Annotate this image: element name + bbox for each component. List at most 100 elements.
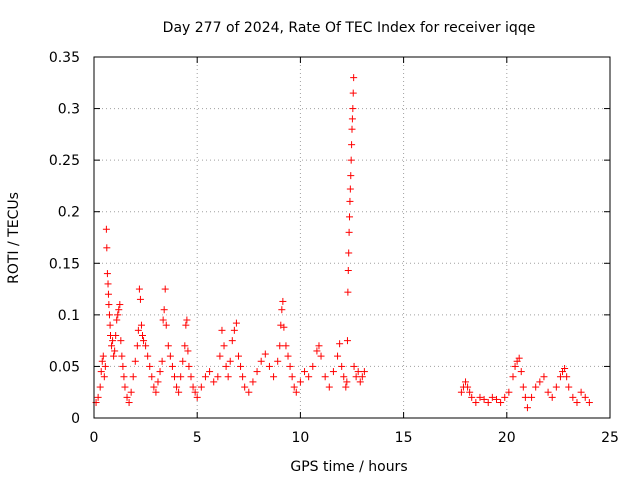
data-point bbox=[552, 383, 560, 391]
data-point bbox=[113, 316, 121, 324]
data-point bbox=[193, 393, 201, 401]
data-point bbox=[183, 316, 191, 324]
data-point bbox=[501, 393, 509, 401]
y-tick-label: 0.05 bbox=[49, 359, 80, 375]
data-point bbox=[472, 399, 480, 407]
data-point bbox=[309, 362, 317, 370]
data-point bbox=[117, 337, 125, 345]
data-point bbox=[345, 249, 353, 257]
x-tick-label: 0 bbox=[90, 430, 99, 446]
data-point bbox=[276, 342, 284, 350]
data-point bbox=[536, 378, 544, 386]
data-point bbox=[556, 373, 564, 381]
data-point bbox=[158, 357, 166, 365]
data-point bbox=[350, 74, 358, 82]
data-point bbox=[164, 342, 172, 350]
y-tick-label: 0.3 bbox=[58, 102, 80, 118]
y-axis-label: ROTI / TECUs bbox=[6, 192, 22, 284]
data-point bbox=[585, 399, 593, 407]
data-point bbox=[468, 393, 476, 401]
data-point bbox=[135, 285, 143, 293]
data-point bbox=[360, 368, 368, 376]
data-point bbox=[110, 352, 118, 360]
data-point bbox=[99, 352, 107, 360]
data-point bbox=[136, 295, 144, 303]
data-point bbox=[336, 340, 344, 348]
data-point bbox=[340, 373, 348, 381]
data-point bbox=[505, 388, 513, 396]
data-point bbox=[182, 321, 190, 329]
data-point bbox=[274, 357, 282, 365]
ticks-layer bbox=[93, 56, 611, 419]
data-point bbox=[161, 285, 169, 293]
data-point bbox=[561, 364, 569, 372]
data-point bbox=[358, 373, 366, 381]
data-point bbox=[175, 388, 183, 396]
data-point bbox=[344, 267, 352, 275]
data-point bbox=[232, 319, 240, 327]
data-point bbox=[347, 156, 355, 164]
data-point bbox=[185, 362, 193, 370]
data-point bbox=[290, 383, 298, 391]
data-point bbox=[184, 347, 192, 355]
data-point bbox=[286, 362, 294, 370]
data-point bbox=[115, 306, 123, 314]
data-point bbox=[334, 352, 342, 360]
data-point bbox=[111, 347, 119, 355]
data-point bbox=[239, 373, 247, 381]
chart-title: Day 277 of 2024, Rate Of TEC Index for r… bbox=[163, 20, 536, 36]
data-point bbox=[173, 383, 181, 391]
data-point bbox=[354, 368, 362, 376]
data-point bbox=[134, 326, 142, 334]
data-point bbox=[129, 373, 137, 381]
data-point bbox=[179, 357, 187, 365]
data-point bbox=[142, 342, 150, 350]
data-point bbox=[109, 337, 117, 345]
data-point bbox=[114, 311, 122, 319]
data-point bbox=[121, 383, 129, 391]
x-tick-label: 20 bbox=[498, 430, 516, 446]
data-point bbox=[220, 342, 228, 350]
data-point bbox=[348, 141, 356, 149]
x-axis-label: GPS time / hours bbox=[290, 459, 407, 475]
y-tick-label: 0.2 bbox=[58, 205, 80, 221]
data-point bbox=[118, 352, 126, 360]
data-point bbox=[270, 373, 278, 381]
data-point bbox=[457, 388, 465, 396]
data-point bbox=[563, 373, 571, 381]
data-point bbox=[105, 311, 113, 319]
data-point bbox=[210, 378, 218, 386]
data-point bbox=[224, 373, 232, 381]
data-point bbox=[214, 373, 222, 381]
data-point bbox=[346, 197, 354, 205]
data-point bbox=[191, 388, 199, 396]
data-point bbox=[148, 373, 156, 381]
points-layer bbox=[92, 74, 593, 412]
data-point bbox=[154, 378, 162, 386]
x-tick-label: 25 bbox=[601, 430, 619, 446]
data-point bbox=[301, 368, 309, 376]
data-point bbox=[515, 354, 523, 362]
data-point bbox=[296, 378, 304, 386]
data-point bbox=[569, 393, 577, 401]
data-point bbox=[343, 337, 351, 345]
data-point bbox=[253, 368, 261, 376]
data-point bbox=[329, 368, 337, 376]
data-point bbox=[159, 316, 167, 324]
data-point bbox=[96, 383, 104, 391]
data-point bbox=[280, 323, 288, 331]
data-point bbox=[162, 321, 170, 329]
y-tick-label: 0.1 bbox=[58, 308, 80, 324]
data-point bbox=[100, 373, 108, 381]
data-point bbox=[519, 383, 527, 391]
data-point bbox=[342, 383, 350, 391]
data-point bbox=[139, 331, 147, 339]
data-point bbox=[352, 373, 360, 381]
data-point bbox=[234, 352, 242, 360]
data-point bbox=[548, 393, 556, 401]
data-point bbox=[338, 362, 346, 370]
data-point bbox=[348, 125, 356, 133]
y-tick-label: 0.15 bbox=[49, 256, 80, 272]
data-point bbox=[350, 362, 358, 370]
data-point bbox=[170, 373, 178, 381]
